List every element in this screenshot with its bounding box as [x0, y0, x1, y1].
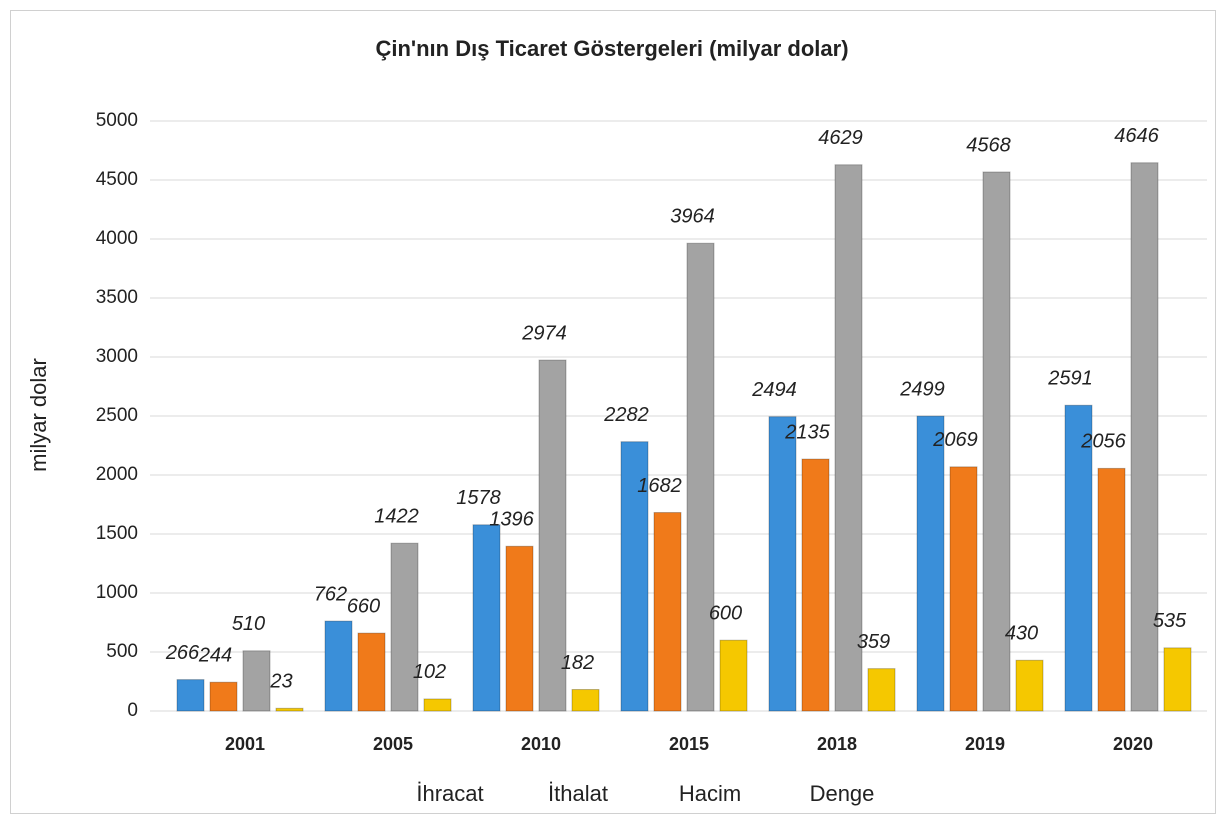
bar — [949, 466, 978, 712]
y-tick-label: 1500 — [96, 523, 138, 544]
legend-label: İhracat — [416, 781, 483, 806]
bar — [390, 542, 419, 712]
value-label: 430 — [1005, 623, 1038, 645]
bar — [801, 458, 830, 712]
y-tick-label: 4500 — [96, 169, 138, 190]
bar — [176, 679, 205, 712]
bar — [571, 689, 600, 712]
legend-label: Hacim — [679, 781, 741, 806]
value-label: 2135 — [784, 421, 830, 443]
value-label: 1396 — [489, 509, 534, 531]
bar — [620, 441, 649, 712]
y-tick-label: 2500 — [96, 405, 138, 426]
value-label: 660 — [347, 595, 380, 617]
bar — [834, 164, 863, 712]
bar — [686, 242, 715, 712]
value-label: 2974 — [521, 322, 567, 344]
y-tick-label: 1000 — [96, 582, 138, 603]
value-label: 1422 — [374, 505, 419, 527]
bar — [1015, 659, 1044, 712]
y-tick-label: 4000 — [96, 228, 138, 249]
bar — [768, 416, 797, 712]
y-tick-label: 3500 — [96, 287, 138, 308]
bar — [538, 359, 567, 712]
bar — [357, 632, 386, 712]
bar — [324, 620, 353, 712]
y-tick-label: 500 — [106, 641, 138, 662]
value-label: 4646 — [1114, 125, 1159, 147]
value-label: 600 — [709, 602, 742, 624]
value-label: 102 — [413, 661, 446, 683]
bar — [423, 698, 452, 712]
bar — [505, 545, 534, 712]
bar — [209, 681, 238, 712]
bar — [719, 639, 748, 712]
bar — [1163, 647, 1192, 712]
bar — [653, 512, 682, 712]
value-label: 535 — [1153, 610, 1187, 632]
value-label: 510 — [232, 613, 265, 635]
value-label: 23 — [269, 671, 292, 693]
value-label: 1682 — [637, 475, 682, 497]
value-label: 2282 — [603, 404, 649, 426]
value-label: 3964 — [670, 206, 715, 228]
bar — [982, 171, 1011, 712]
y-tick-label: 2000 — [96, 464, 138, 485]
value-label: 244 — [198, 644, 232, 666]
y-tick-label: 3000 — [96, 346, 138, 367]
x-tick-label: 2001 — [225, 734, 265, 754]
legend-label: Denge — [810, 781, 875, 806]
value-label: 762 — [314, 583, 347, 605]
x-tick-label: 2010 — [521, 734, 561, 754]
y-axis-label: milyar dolar — [26, 358, 51, 472]
bar — [1064, 404, 1093, 712]
bar — [1130, 162, 1159, 712]
y-tick-label: 0 — [127, 700, 138, 721]
x-tick-label: 2018 — [817, 734, 857, 754]
bar — [1097, 467, 1126, 712]
y-tick-label: 5000 — [96, 110, 138, 131]
value-label: 2499 — [899, 378, 945, 400]
legend-label: İthalat — [548, 781, 608, 806]
x-tick-label: 2019 — [965, 734, 1005, 754]
value-label: 2494 — [751, 379, 797, 401]
chart-frame — [10, 10, 1216, 814]
value-label: 2591 — [1047, 368, 1093, 390]
value-label: 359 — [857, 631, 890, 653]
x-tick-label: 2020 — [1113, 734, 1153, 754]
bar — [916, 415, 945, 712]
bar — [867, 668, 896, 712]
bar — [242, 650, 271, 712]
x-tick-label: 2005 — [373, 734, 413, 754]
x-tick-label: 2015 — [669, 734, 709, 754]
value-label: 2069 — [932, 429, 978, 451]
value-label: 4629 — [818, 127, 863, 149]
value-label: 266 — [165, 642, 200, 664]
value-label: 1578 — [456, 487, 501, 509]
bar — [472, 524, 501, 712]
chart-title: Çin'nın Dış Ticaret Göstergeleri (milyar… — [375, 36, 848, 61]
value-label: 4568 — [966, 134, 1011, 156]
value-label: 2056 — [1080, 431, 1126, 453]
bar — [275, 707, 304, 712]
value-label: 182 — [561, 652, 594, 674]
